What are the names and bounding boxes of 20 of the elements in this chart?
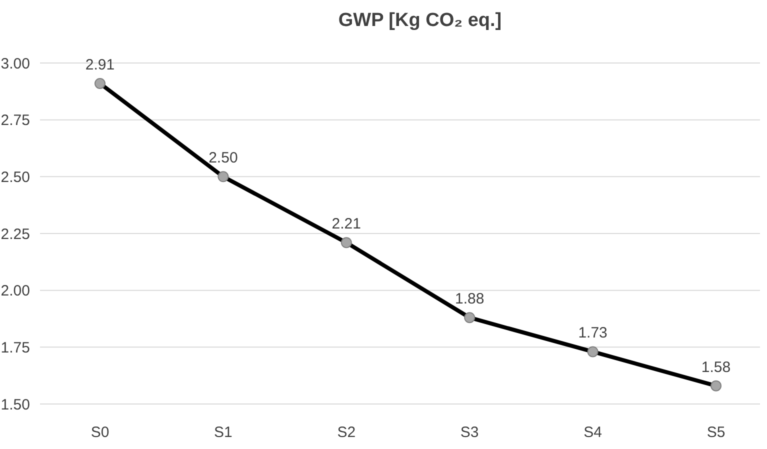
x-tick-label: S5 [706, 424, 726, 441]
text: 1.58 [701, 358, 731, 376]
y-tick-label: 3.00 [0, 55, 30, 72]
chart-title: GWP [Kg CO₂ eq.] [338, 10, 502, 31]
text: 2.91 [85, 56, 115, 74]
x-tick-label: S2 [337, 424, 356, 441]
x-tick-label: S4 [584, 424, 602, 441]
text: 2.21 [332, 216, 361, 233]
x-tick-label: S1 [214, 424, 232, 441]
y-tick-label: 2.25 [0, 226, 30, 243]
y-tick-label: 1.50 [0, 396, 30, 414]
y-tick-label: 2.50 [0, 168, 30, 186]
text: 2.50 [208, 150, 238, 167]
text: 1.88 [455, 290, 484, 308]
text: 1.73 [578, 324, 608, 342]
y-tick-label: 1.75 [0, 339, 30, 356]
x-tick-label: S3 [460, 424, 479, 441]
y-tick-label: 2.00 [0, 282, 30, 300]
x-tick-label: S0 [90, 424, 110, 441]
y-tick-label: 2.75 [0, 112, 30, 130]
